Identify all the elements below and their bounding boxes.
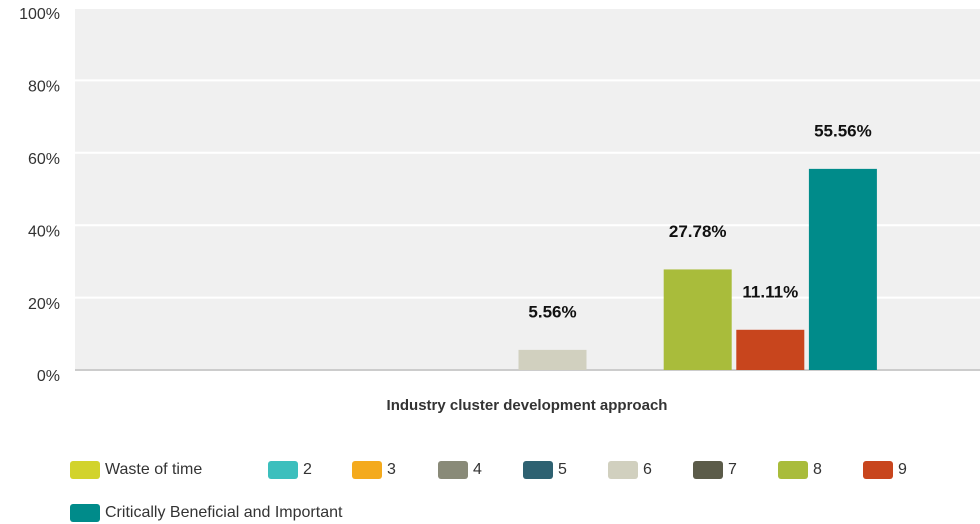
- legend-label: 5: [558, 461, 567, 478]
- value-label: 27.78%: [669, 222, 727, 241]
- legend-label: 3: [387, 461, 396, 478]
- legend-label: 2: [303, 461, 312, 478]
- legend-label: 4: [473, 461, 482, 478]
- bar: [736, 329, 805, 370]
- legend-swatch: [693, 461, 723, 479]
- legend-swatch: [268, 461, 298, 479]
- y-tick-label: 100%: [19, 6, 60, 23]
- legend-swatch: [523, 461, 553, 479]
- legend-label: Critically Beneficial and Important: [105, 504, 343, 521]
- bar: [808, 168, 877, 370]
- value-label: 11.11%: [742, 282, 798, 301]
- y-tick-label: 20%: [28, 296, 60, 313]
- x-axis-label: Industry cluster development approach: [387, 397, 668, 414]
- value-label: 55.56%: [814, 121, 872, 140]
- legend-label: 8: [813, 461, 822, 478]
- legend-label: 9: [898, 461, 907, 478]
- bar: [518, 349, 587, 370]
- legend-swatch: [70, 504, 100, 522]
- legend-label: 7: [728, 461, 737, 478]
- value-label: 5.56%: [528, 302, 576, 321]
- legend-swatch: [608, 461, 638, 479]
- legend-label: 6: [643, 461, 652, 478]
- bar: [663, 269, 732, 370]
- y-tick-label: 40%: [28, 223, 60, 240]
- legend-swatch: [438, 461, 468, 479]
- y-tick-label: 80%: [28, 79, 60, 96]
- legend-swatch: [778, 461, 808, 479]
- y-tick-label: 60%: [28, 151, 60, 168]
- legend-swatch: [352, 461, 382, 479]
- legend-swatch: [70, 461, 100, 479]
- legend-label: Waste of time: [105, 461, 202, 478]
- y-tick-label: 0%: [37, 368, 60, 385]
- legend-swatch: [863, 461, 893, 479]
